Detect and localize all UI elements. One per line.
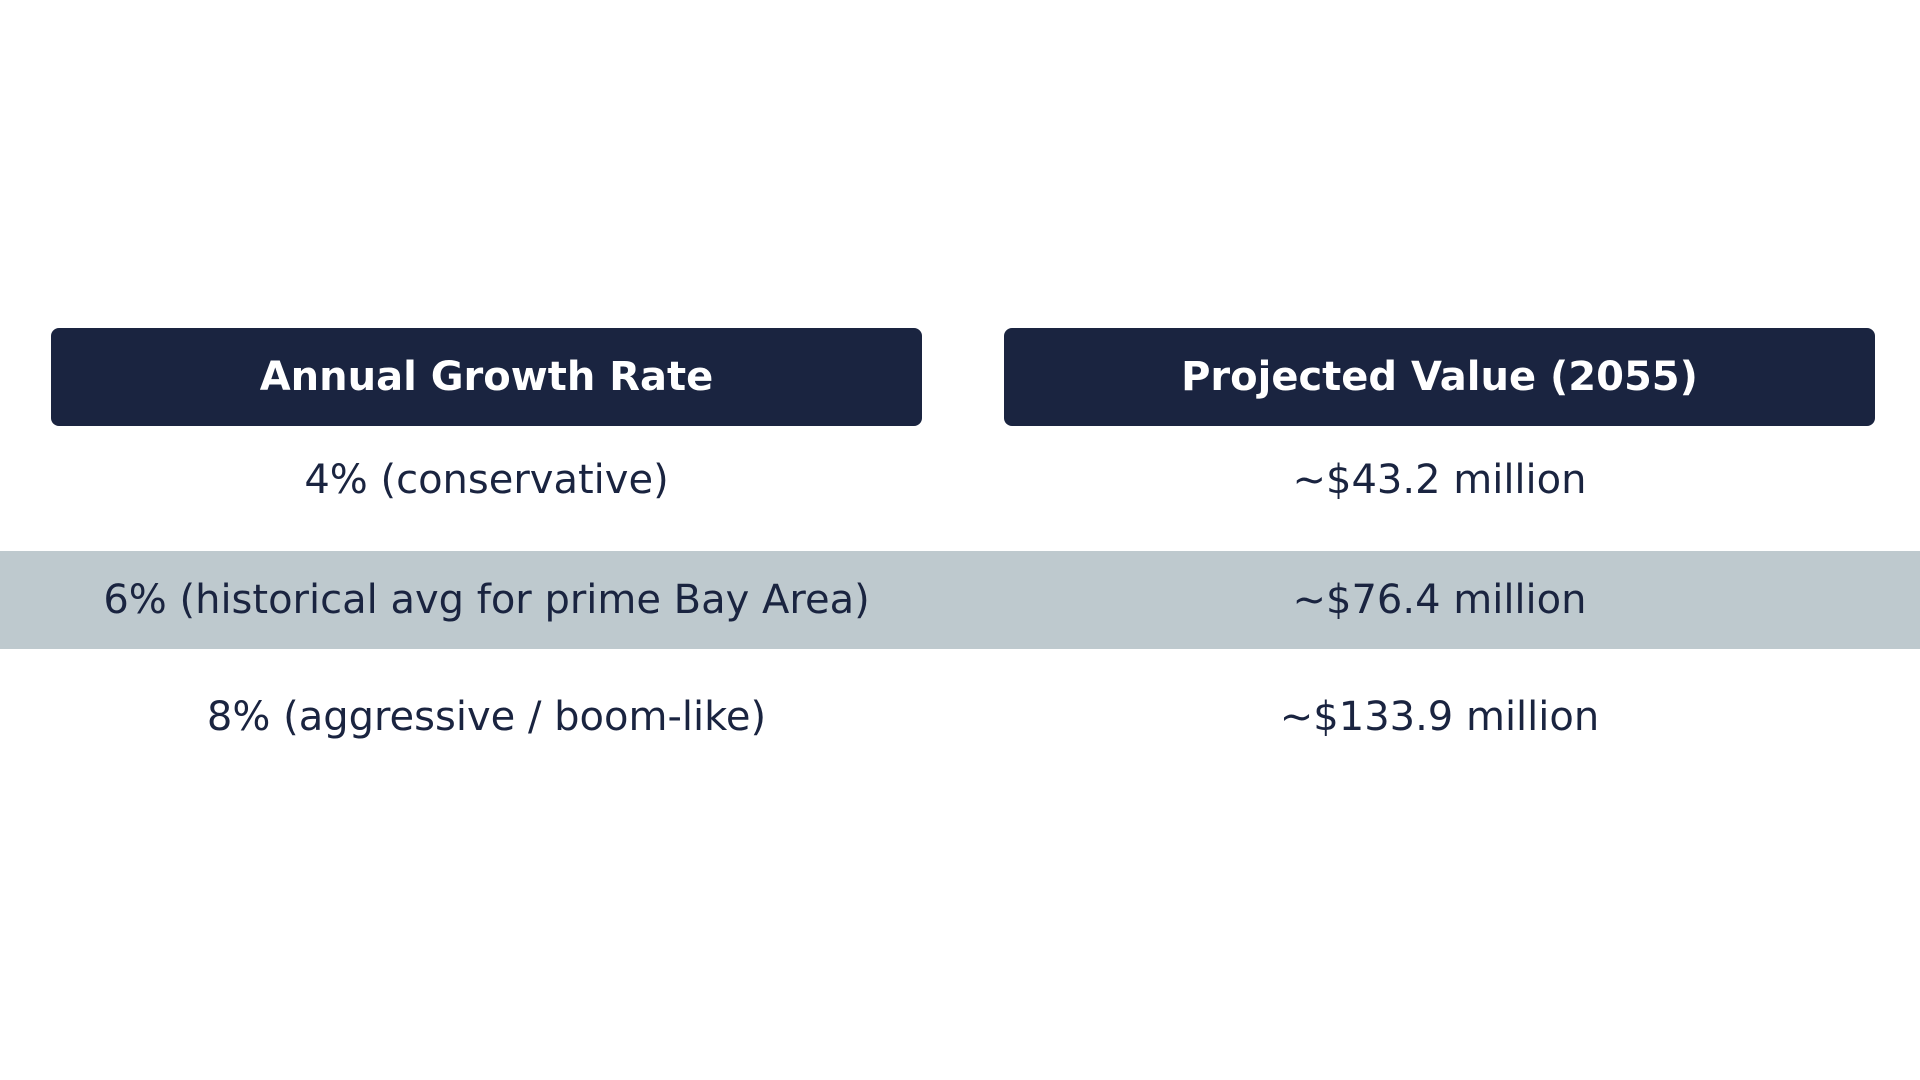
header-cell: Projected Value (2055)	[1004, 328, 1875, 426]
table-cell: 8% (aggressive / boom-like)	[206, 694, 767, 740]
row-highlight	[0, 551, 1920, 649]
header-cell: Annual Growth Rate	[51, 328, 922, 426]
table-cell: ~$43.2 million	[1292, 457, 1587, 503]
table-cell: 4% (conservative)	[304, 457, 669, 503]
table-cell: 6% (historical avg for prime Bay Area)	[103, 577, 870, 623]
table-cell: ~$76.4 million	[1292, 577, 1587, 623]
table-cell: ~$133.9 million	[1279, 694, 1600, 740]
